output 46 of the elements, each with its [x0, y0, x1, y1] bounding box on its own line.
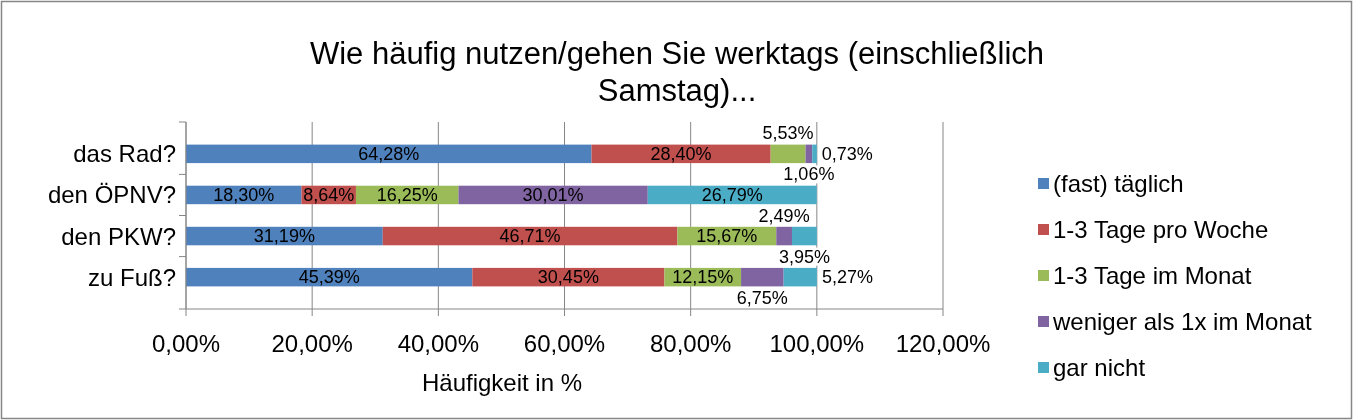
legend-label: 1-3 Tage pro Woche	[1053, 215, 1269, 243]
data-label: 3,95%	[778, 246, 830, 267]
data-label: 30,45%	[537, 267, 599, 288]
data-label: 2,49%	[758, 205, 810, 226]
bar	[776, 226, 792, 246]
bar	[783, 267, 817, 287]
x-tick-label: 40,00%	[397, 330, 480, 357]
data-label: 45,39%	[298, 267, 360, 288]
data-label: 5,53%	[762, 123, 814, 144]
data-label: 1,06%	[783, 164, 835, 185]
x-tick-label: 60,00%	[523, 330, 606, 357]
legend-label: weniger als 1x im Monat	[1052, 307, 1313, 335]
y-tick-label: zu Fuß?	[87, 263, 176, 291]
data-label: 12,15%	[672, 267, 734, 288]
data-label: 8,64%	[303, 184, 355, 205]
data-label: 46,71%	[499, 226, 561, 247]
y-tick-label: den ÖPNV?	[47, 181, 176, 209]
data-label: 30,01%	[522, 184, 584, 205]
data-label: 18,30%	[213, 184, 275, 205]
data-label: 26,79%	[701, 184, 763, 205]
legend-label: 1-3 Tage im Monat	[1053, 261, 1252, 289]
data-label: 16,25%	[376, 184, 438, 205]
bar	[186, 144, 592, 164]
data-label: 5,27%	[821, 267, 873, 288]
bar	[770, 144, 806, 164]
data-label: 31,19%	[253, 226, 315, 247]
bar	[812, 144, 817, 164]
data-label: 28,40%	[650, 143, 712, 164]
chart-title: Wie häufig nutzen/gehen Sie werktags (einschließlich Samstag)...	[309, 36, 1045, 109]
x-tick-label: 0,00%	[151, 330, 221, 357]
legend-label: (fast) täglich	[1053, 169, 1184, 197]
y-tick-label: den PKW?	[61, 222, 176, 250]
x-tick-label: 20,00%	[271, 330, 353, 357]
bar	[791, 226, 817, 246]
y-tick-label: das Rad?	[73, 140, 176, 168]
bar	[382, 226, 678, 246]
x-tick-label: 120,00%	[895, 330, 991, 357]
x-tick-label: 100,00%	[769, 330, 865, 357]
data-label: 64,28%	[358, 143, 420, 164]
bar	[741, 267, 784, 287]
data-label: 15,67%	[696, 226, 758, 247]
data-label: 6,75%	[736, 287, 788, 308]
x-tick-label: 80,00%	[649, 330, 732, 357]
data-label: 0,73%	[821, 143, 873, 164]
legend-label: gar nicht	[1053, 353, 1146, 381]
x-axis-title: Häufigkeit in %	[421, 369, 583, 396]
